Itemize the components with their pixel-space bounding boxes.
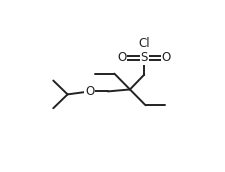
Text: Cl: Cl — [138, 37, 149, 50]
Text: O: O — [117, 51, 126, 64]
Text: O: O — [85, 85, 94, 98]
Text: S: S — [140, 51, 147, 64]
Text: O: O — [161, 51, 170, 64]
